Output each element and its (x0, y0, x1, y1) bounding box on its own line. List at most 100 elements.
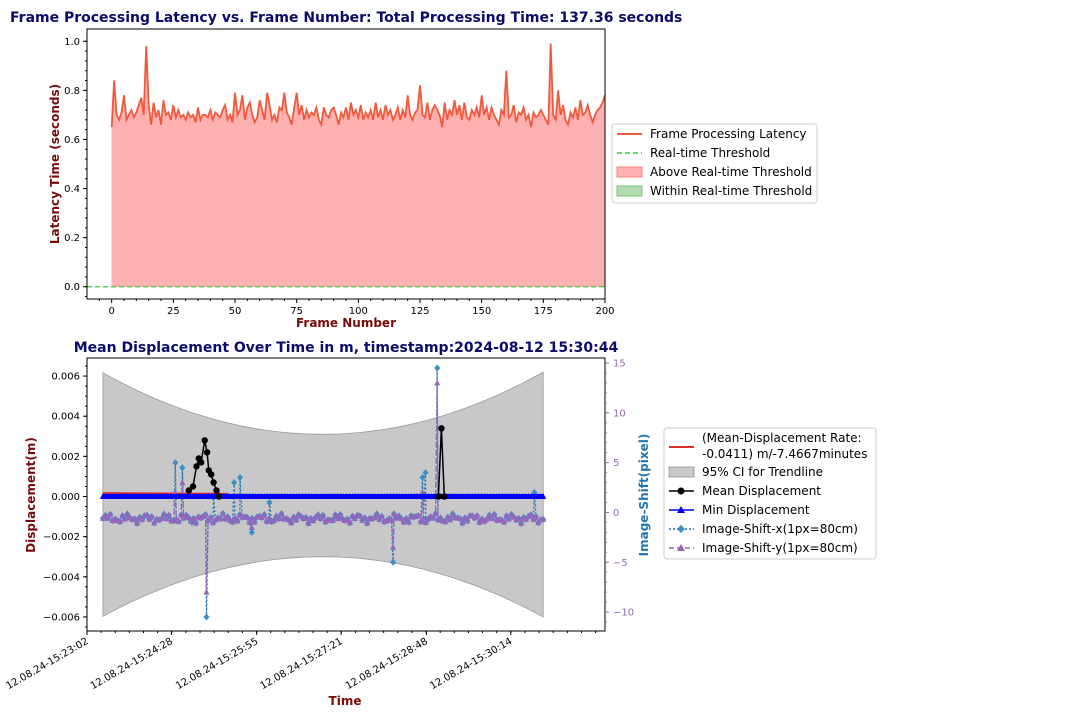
x-tick-label: 25 (167, 306, 180, 317)
y-tick-label: 0.4 (64, 184, 80, 195)
image-shift-y-point (344, 515, 351, 522)
image-shift-y-point (124, 510, 131, 517)
image-shift-y-point (501, 518, 508, 525)
image-shift-y-point (217, 515, 224, 522)
mean-displacement-point (435, 493, 442, 500)
image-shift-y-point (219, 509, 226, 516)
y-tick-label: 1.0 (64, 37, 80, 48)
y-tick-label: 0.2 (64, 233, 80, 244)
latency-series-line (110, 43, 606, 128)
mean-displacement-point (215, 493, 223, 500)
mean-displacement-point (198, 459, 205, 466)
image-shift-y-point (165, 511, 172, 518)
legend-within-label: Within Real-time Threshold (650, 184, 812, 198)
x-tick-label: 125 (410, 306, 429, 317)
image-shift-y-point (540, 515, 547, 522)
image-shift-y-point (486, 511, 493, 518)
image-shift-y-point (405, 518, 412, 525)
image-shift-y-point (224, 513, 231, 520)
legend-mean-marker (677, 487, 685, 495)
chart1-x-axis-label: Frame Number (296, 316, 396, 330)
legend-shiftx-label: Image-Shift-x(1px=80cm) (702, 522, 858, 536)
image-shift-x-point (422, 469, 429, 477)
image-shift-x-point (266, 498, 273, 506)
image-shift-y-point (143, 511, 150, 518)
image-shift-y-point (288, 519, 295, 526)
image-shift-y-point (266, 515, 273, 522)
above-threshold-area (111, 43, 606, 287)
x-tick-label: 100 (349, 306, 368, 317)
image-shift-y-point (474, 512, 481, 519)
image-shift-y-point (236, 510, 243, 517)
legend-min-label: Min Displacement (702, 503, 810, 517)
image-shift-y-point (231, 514, 238, 521)
x-tick-label: 12.08.24-15:25:55 (174, 636, 260, 692)
image-shift-y-point (293, 516, 300, 523)
x-tick-label: 175 (534, 306, 553, 317)
image-shift-y-point (434, 379, 441, 386)
image-shift-y-point (202, 511, 209, 518)
x-tick-label: 50 (229, 306, 242, 317)
image-shift-y-point (320, 511, 327, 518)
x-tick-label: 0 (108, 306, 114, 317)
image-shift-y-point (430, 514, 437, 521)
image-shift-x-point (419, 474, 426, 482)
image-shift-y-point (163, 515, 170, 522)
mean-displacement-point (208, 471, 215, 478)
y-tick-label: 0.000 (51, 492, 80, 503)
image-shift-y-point (351, 514, 358, 521)
mean-displacement-point (193, 463, 200, 470)
right-y-tick-label: −5 (613, 558, 628, 569)
image-shift-y-point (403, 515, 410, 522)
image-shift-y-point (464, 517, 471, 524)
image-shift-y-point (417, 518, 424, 525)
right-y-tick-label: 15 (613, 358, 626, 369)
image-shift-y-point (432, 510, 439, 517)
chart2-y-ticks-left: −0.006 −0.004 −0.002 0.000 0.002 0.004 0.006 (43, 365, 87, 628)
right-y-tick-label: 5 (613, 458, 619, 469)
image-shift-x-point (203, 613, 210, 621)
image-shift-y-point (503, 512, 510, 519)
mean-displacement-point (438, 425, 445, 432)
legend-within-swatch (616, 185, 643, 197)
image-shift-y-point (525, 512, 532, 519)
chart2-y-ticks-right: −10 −5 0 5 10 15 (605, 358, 634, 623)
image-shift-y-point (248, 523, 255, 530)
mean-displacement-point (213, 487, 220, 494)
right-y-tick-label: 0 (613, 508, 619, 519)
image-shift-y-point (185, 513, 192, 520)
image-shift-y-point (457, 514, 464, 521)
legend-above-label: Above Real-time Threshold (650, 165, 812, 179)
image-shift-y-point (378, 512, 385, 519)
image-shift-y-point (251, 518, 258, 525)
image-shift-x-point (248, 528, 255, 536)
image-shift-x-point (172, 459, 179, 467)
mean-displacement-point (189, 483, 197, 490)
chart1-plot-area (87, 43, 606, 288)
y-tick-label: 0.006 (51, 372, 80, 383)
image-shift-y-point (161, 510, 168, 517)
legend-min-marker (677, 506, 685, 513)
image-shift-y-point (364, 519, 371, 526)
x-tick-label: 200 (595, 306, 614, 317)
chart1-y-axis-label: Latency Time (seconds) (48, 84, 62, 244)
x-tick-label: 12.08.24-15:27:21 (259, 636, 345, 692)
chart2-y-axis-label-left: Displacement(m) (24, 437, 38, 553)
x-tick-label: 12.08.24-15:23:02 (4, 636, 90, 692)
legend-shifty-label: Image-Shift-y(1px=80cm) (702, 541, 858, 555)
y-tick-label: 0.8 (64, 86, 80, 97)
chart1-x-ticks: 0 25 50 75 100 125 150 175 200 (98, 299, 615, 317)
image-shift-y-point (483, 515, 490, 522)
trendline (102, 492, 229, 495)
image-shift-y-point (346, 519, 353, 526)
image-shift-y-point (261, 511, 268, 518)
x-tick-label: 150 (472, 306, 491, 317)
chart2-plot-area (99, 364, 547, 621)
image-shift-y-point (422, 518, 429, 525)
x-tick-label: 75 (290, 306, 303, 317)
image-shift-y-point (203, 588, 210, 595)
image-shift-y-point (315, 511, 322, 518)
image-shift-y-point (459, 519, 466, 526)
y-tick-label: −0.002 (43, 532, 80, 543)
